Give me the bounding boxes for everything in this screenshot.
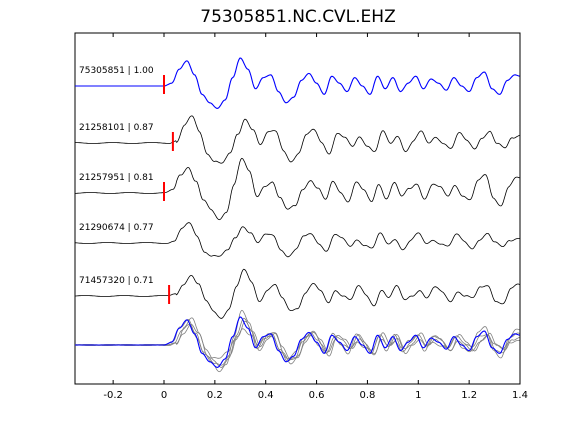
trace-line	[75, 222, 520, 258]
x-tick-label: 1	[415, 390, 421, 401]
x-tick-label: 1.2	[461, 390, 477, 401]
traces-layer	[75, 57, 520, 319]
x-tick-label: 0.8	[359, 390, 375, 401]
trace-label: 21290674 | 0.77	[79, 223, 154, 233]
x-tick-label: 1.4	[512, 390, 528, 401]
trace-line	[75, 268, 520, 319]
trace-label: 75305851 | 1.00	[79, 66, 154, 76]
x-tick-label: 0.6	[309, 390, 325, 401]
trace-line	[75, 157, 520, 221]
stack-reference-line	[75, 316, 520, 368]
trace-line	[75, 57, 520, 109]
trace-line	[75, 115, 520, 164]
x-tick-label: -0.2	[103, 390, 123, 401]
trace-label: 21258101 | 0.87	[79, 123, 154, 133]
trace-label: 21257951 | 0.81	[79, 173, 154, 183]
trace-label: 71457320 | 0.71	[79, 276, 154, 286]
x-tick-label: 0	[161, 390, 167, 401]
stack-layer	[75, 309, 520, 373]
x-axis: -0.2 0 0.2 0.4 0.6 0.8 1 1.2 1.4	[103, 33, 528, 401]
axes-frame	[74, 32, 521, 385]
picks-layer	[163, 75, 174, 304]
x-tick-label: 0.2	[207, 390, 223, 401]
x-tick-label: 0.4	[258, 390, 274, 401]
trace-labels-layer: 75305851 | 1.00 21258101 | 0.87 21257951 |…	[79, 66, 154, 286]
chart-title: 75305851.NC.CVL.EHZ	[200, 7, 395, 27]
